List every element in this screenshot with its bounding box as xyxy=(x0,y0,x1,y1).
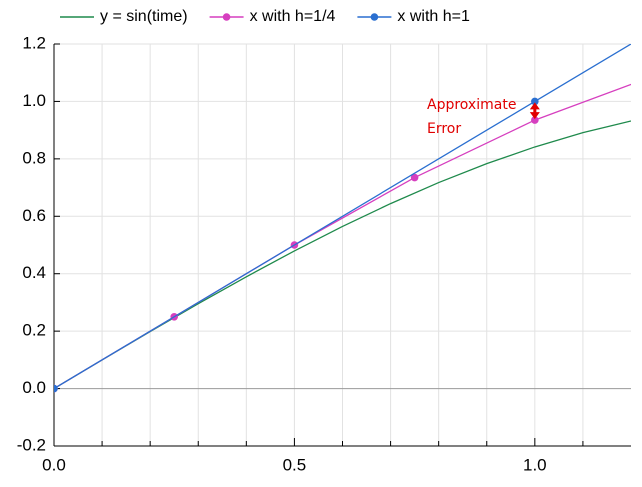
x-tick-label: 0.5 xyxy=(283,455,307,474)
y-tick-label: 0.2 xyxy=(22,321,46,340)
series-line xyxy=(54,44,631,390)
y-tick-label: 0.0 xyxy=(22,378,46,397)
y-tick-label: 1.0 xyxy=(22,91,46,110)
series-line xyxy=(54,83,631,390)
annotation: Approximate xyxy=(427,97,516,113)
legend-marker xyxy=(370,13,379,21)
arrow-head xyxy=(529,102,540,110)
legend-label: x with h=1 xyxy=(397,8,470,25)
data-point xyxy=(531,116,539,124)
data-point xyxy=(410,173,419,182)
plot-area xyxy=(54,44,631,393)
arrow-head xyxy=(529,112,540,120)
legend-label: x with h=1/4 xyxy=(250,8,336,25)
x-tick-label: 0.0 xyxy=(42,455,66,474)
y-tick-label: 0.4 xyxy=(22,263,46,282)
annotation: Error xyxy=(427,121,461,137)
y-tick-label: 0.6 xyxy=(22,206,46,225)
x-tick-label: 1.0 xyxy=(523,455,547,474)
legend-label: y = sin(time) xyxy=(100,8,188,25)
data-point xyxy=(54,384,58,393)
y-tick-label: -0.2 xyxy=(17,435,46,454)
y-tick-label: 1.2 xyxy=(22,33,46,52)
data-point xyxy=(531,97,539,106)
legend-marker xyxy=(222,13,231,21)
legend: y = sin(time) x with h=1/4 x with h=1 xyxy=(60,8,470,25)
y-tick-label: 0.8 xyxy=(22,148,46,167)
